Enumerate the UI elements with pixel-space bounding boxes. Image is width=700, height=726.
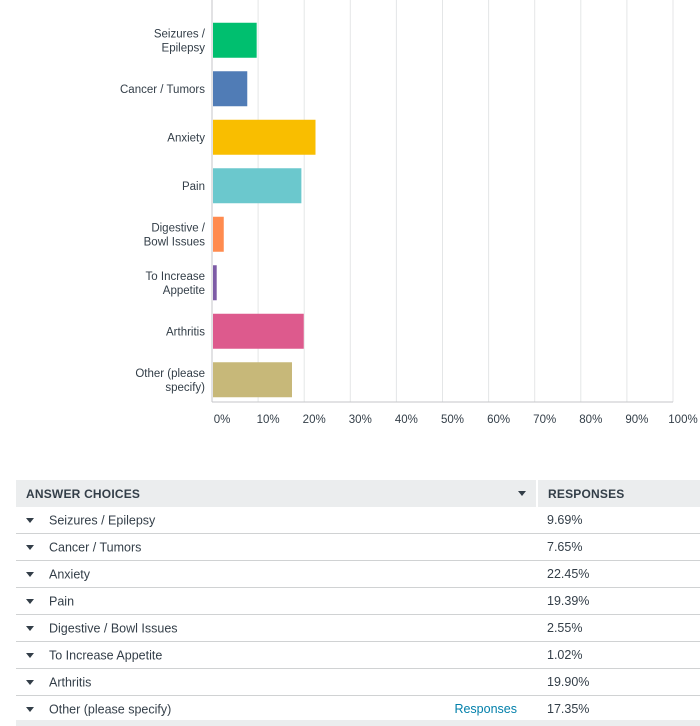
choice-cell: Arthritis xyxy=(16,668,537,696)
response-value: 19.39% xyxy=(537,587,700,615)
chart-grid xyxy=(211,0,674,403)
choice-cell: Cancer / Tumors xyxy=(16,533,537,561)
answer-choices-table-container: ANSWER CHOICES RESPONSES Seizures / Epil… xyxy=(16,480,700,723)
bar xyxy=(213,362,292,398)
bar xyxy=(213,71,248,107)
table-row: To Increase Appetite 1.02% xyxy=(16,641,700,669)
answer-choices-header[interactable]: ANSWER CHOICES xyxy=(16,480,537,507)
response-value: 1.02% xyxy=(537,641,700,669)
expand-caret-icon[interactable] xyxy=(26,598,34,604)
expand-caret-icon[interactable] xyxy=(26,571,34,577)
expand-caret-icon[interactable] xyxy=(26,544,34,550)
response-value: 22.45% xyxy=(537,560,700,588)
table-row: Pain 19.39% xyxy=(16,587,700,615)
category-label: Cancer / Tumors xyxy=(120,84,205,96)
choice-label: Other (please specify) xyxy=(49,702,172,717)
choice-label: Cancer / Tumors xyxy=(49,540,142,555)
choice-cell: Anxiety xyxy=(16,560,537,588)
choice-cell: Seizures / Epilepsy xyxy=(16,507,537,534)
choice-label: Pain xyxy=(49,594,75,609)
bar xyxy=(213,22,257,58)
choice-label: To Increase Appetite xyxy=(49,648,163,663)
category-label: To Increase Appetite xyxy=(146,271,205,297)
answer-choices-header-label: ANSWER CHOICES xyxy=(26,486,141,501)
response-value: 7.65% xyxy=(537,533,700,561)
expand-caret-icon[interactable] xyxy=(26,679,34,685)
x-tick-label: 60% xyxy=(487,414,510,426)
category-label: Other (please specify) xyxy=(135,368,205,394)
choice-cell: Other (please specify) Responses xyxy=(16,695,537,723)
x-tick-label: 50% xyxy=(441,414,464,426)
expand-caret-icon[interactable] xyxy=(26,652,34,658)
responses-header-label: RESPONSES xyxy=(548,486,625,501)
table-footer-bar xyxy=(16,720,700,726)
x-tick-label: 10% xyxy=(257,414,280,426)
response-value: 19.90% xyxy=(537,668,700,696)
bar xyxy=(213,168,302,204)
table-row: Other (please specify) Responses 17.35% xyxy=(16,695,700,723)
x-tick-label: 20% xyxy=(303,414,326,426)
table-row: Arthritis 19.90% xyxy=(16,668,700,696)
choice-cell: Pain xyxy=(16,587,537,615)
chart-x-ticks: 0% 10% 20% 30% 40% 50% 60% 70% 80% 90% 100% xyxy=(214,414,698,426)
responses-header: RESPONSES xyxy=(536,480,700,507)
x-tick-label: 30% xyxy=(349,414,372,426)
category-label: Arthritis xyxy=(166,326,205,338)
bar xyxy=(213,216,224,252)
bar-chart: Seizures / Epilepsy Cancer / Tumors Anxiety… xyxy=(120,0,698,426)
category-label: Anxiety xyxy=(167,132,205,144)
chart-bars xyxy=(213,22,316,398)
x-tick-label: 70% xyxy=(533,414,556,426)
table-row: Digestive / Bowl Issues 2.55% xyxy=(16,614,700,642)
answer-choices-table: ANSWER CHOICES RESPONSES Seizures / Epil… xyxy=(16,480,700,723)
x-tick-label: 80% xyxy=(579,414,602,426)
x-tick-label: 40% xyxy=(395,414,418,426)
bar xyxy=(213,265,217,301)
sort-caret-icon[interactable] xyxy=(518,491,526,496)
choice-label: Arthritis xyxy=(49,675,92,690)
choice-label: Seizures / Epilepsy xyxy=(49,513,156,528)
table-row: Anxiety 22.45% xyxy=(16,560,700,588)
category-label: Digestive / Bowl Issues xyxy=(144,222,206,248)
category-label: Seizures / Epilepsy xyxy=(154,28,206,54)
response-value: 17.35% xyxy=(537,695,700,723)
response-value: 9.69% xyxy=(537,507,700,534)
table-row: Cancer / Tumors 7.65% xyxy=(16,533,700,561)
expand-caret-icon[interactable] xyxy=(26,517,34,523)
choice-cell: Digestive / Bowl Issues xyxy=(16,614,537,642)
bar xyxy=(213,313,304,349)
x-tick-label: 0% xyxy=(214,414,231,426)
response-value: 2.55% xyxy=(537,614,700,642)
choice-label: Anxiety xyxy=(49,567,90,582)
responses-link[interactable]: Responses xyxy=(454,701,517,716)
choice-cell: To Increase Appetite xyxy=(16,641,537,669)
table-row: Seizures / Epilepsy 9.69% xyxy=(16,507,700,534)
bar xyxy=(213,119,316,155)
choice-label: Digestive / Bowl Issues xyxy=(49,621,178,636)
category-label: Pain xyxy=(182,181,205,193)
x-tick-label: 90% xyxy=(625,414,648,426)
chart-category-labels: Seizures / Epilepsy Cancer / Tumors Anxiety… xyxy=(120,28,206,394)
table-header-row: ANSWER CHOICES RESPONSES xyxy=(16,480,700,507)
expand-caret-icon[interactable] xyxy=(26,625,34,631)
x-tick-label: 100% xyxy=(668,414,697,426)
expand-caret-icon[interactable] xyxy=(26,706,34,712)
